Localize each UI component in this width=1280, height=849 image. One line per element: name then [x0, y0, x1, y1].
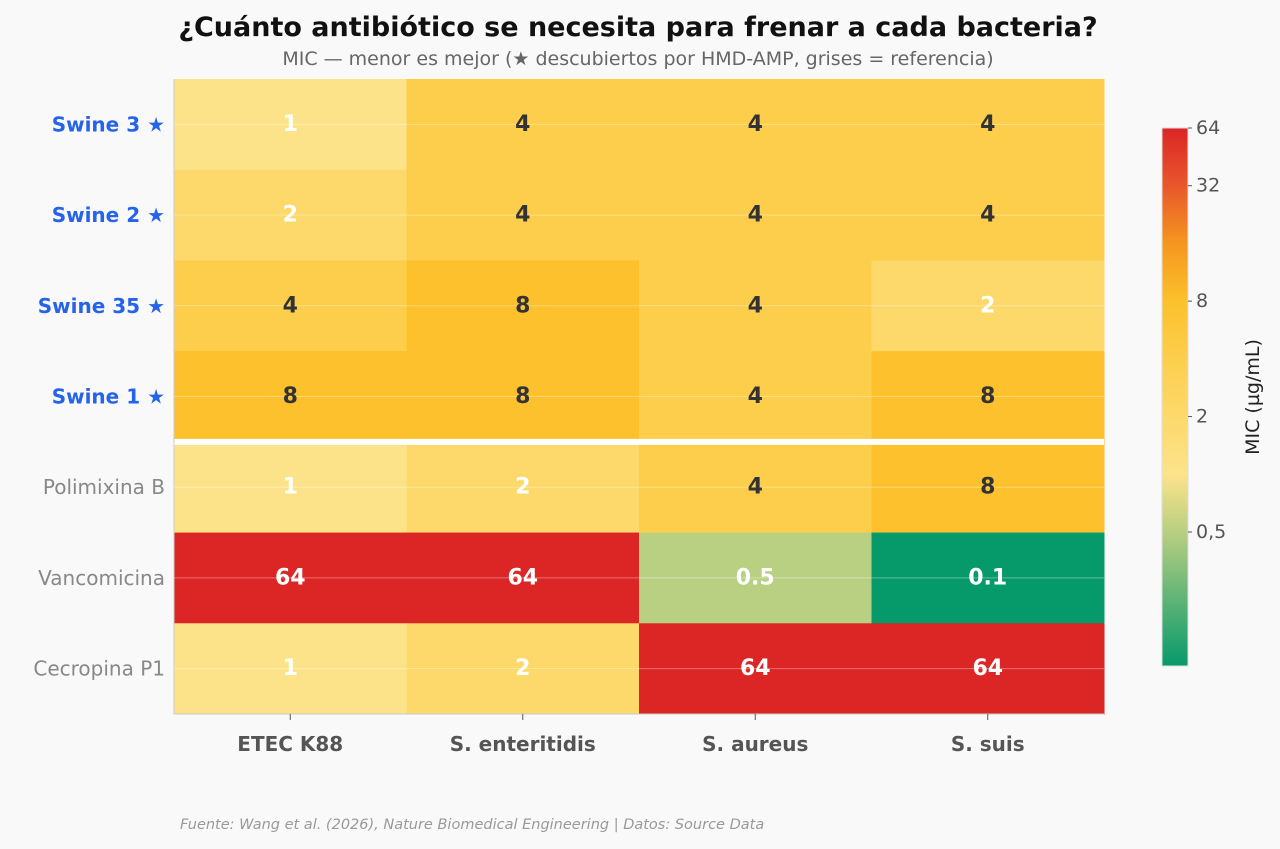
heatmap-cell	[174, 532, 407, 624]
y-label-discovered: Swine 2 ★	[52, 203, 165, 227]
cell-value-label: 4	[515, 203, 530, 228]
heatmap-cell	[871, 441, 1105, 534]
cell-value-label: 2	[515, 475, 530, 500]
heatmap-cell	[639, 351, 872, 443]
colorbar-tick-label: 32	[1196, 175, 1220, 197]
cell-value-label: 64	[275, 565, 306, 590]
x-axis-labels: ETEC K88 S. enteritidis S. aureus S. suis	[237, 714, 1025, 756]
cell-value-label: 4	[748, 112, 763, 137]
colorbar-tick-label: 2	[1196, 406, 1208, 428]
cell-value-label: 8	[980, 384, 995, 409]
cell-value-label: 8	[515, 384, 530, 409]
heatmap-cell	[174, 441, 407, 534]
cell-value-label: 8	[283, 384, 298, 409]
y-label-discovered: Swine 35 ★	[38, 294, 165, 318]
heatmap-cell	[639, 623, 872, 715]
heatmap-cell	[174, 260, 407, 352]
y-label-discovered: Swine 3 ★	[52, 112, 165, 136]
y-label-discovered: Swine 1 ★	[52, 385, 165, 409]
heatmap-cell	[406, 260, 640, 352]
x-label: S. enteritidis	[450, 732, 596, 756]
cell-value-label: 2	[515, 656, 530, 681]
y-label-reference: Polimixina B	[43, 475, 165, 499]
heatmap-gridlines	[173, 79, 1104, 715]
cell-value-label: 1	[283, 656, 298, 681]
x-label: S. suis	[951, 732, 1025, 756]
heatmap-cell	[639, 169, 872, 261]
heatmap-cell	[174, 79, 407, 171]
heatmap-cell	[639, 441, 872, 534]
cell-value-label: 4	[980, 112, 995, 137]
chart-subtitle: MIC — menor es mejor (★ descubiertos por…	[282, 48, 994, 70]
heatmap-cell	[871, 532, 1105, 624]
chart-title: ¿Cuánto antibiótico se necesita para fre…	[178, 12, 1098, 43]
cell-value-label: 4	[748, 384, 763, 409]
cell-value-label: 64	[740, 656, 771, 681]
cell-value-label: 8	[515, 293, 530, 318]
colorbar-tick-label: 8	[1196, 290, 1208, 312]
heatmap-cell	[406, 623, 640, 715]
colorbar-tick-label: 64	[1196, 117, 1220, 139]
cell-value-label: 64	[507, 565, 538, 590]
heatmap-cells	[174, 79, 1105, 715]
cell-value-label: 0.5	[736, 565, 775, 590]
heatmap-cell	[174, 351, 407, 443]
colorbar-tick-label: 0,5	[1196, 521, 1226, 543]
heatmap-cell	[406, 351, 640, 443]
cell-value-label: 4	[748, 293, 763, 318]
colorbar-label: MIC (µg/mL)	[1242, 339, 1264, 455]
cell-value-label: 4	[515, 112, 530, 137]
heatmap-cell	[174, 169, 407, 261]
heatmap-cell	[406, 169, 640, 261]
heatmap-cell	[639, 79, 872, 171]
heatmap-cell	[406, 441, 640, 534]
x-label: ETEC K88	[237, 732, 343, 756]
cell-value-label: 8	[980, 475, 995, 500]
cell-value-label: 2	[283, 203, 298, 228]
heatmap-cell	[639, 260, 872, 352]
y-label-reference: Cecropina P1	[33, 657, 165, 681]
cell-value-label: 1	[283, 475, 298, 500]
heatmap-cell	[871, 351, 1105, 443]
x-label: S. aureus	[702, 732, 808, 756]
cell-value-label: 2	[980, 293, 995, 318]
cell-value-label: 4	[748, 203, 763, 228]
cell-value-label: 4	[748, 475, 763, 500]
heatmap-cell	[871, 260, 1105, 352]
source-note: Fuente: Wang et al. (2026), Nature Biome…	[180, 817, 765, 833]
y-axis-labels: Swine 3 ★ Swine 2 ★ Swine 35 ★ Swine 1 ★ Pol…	[33, 112, 165, 680]
cell-value-label: 1	[283, 112, 298, 137]
heatmap-cell	[406, 532, 640, 624]
cell-value-label: 0.1	[968, 565, 1007, 590]
heatmap-cell	[174, 623, 407, 715]
colorbar: 0,5 2 8 32 64 MIC (µg/mL)	[1161, 117, 1264, 667]
heatmap-cell	[871, 169, 1105, 261]
heatmap-cell	[871, 623, 1105, 715]
heatmap-annotations: 1 4 4 42 4 4 44 8 4 28 8 4 81 2 4 864 64 0.5 0.11 2 64 64	[275, 112, 1007, 681]
heatmap-cell	[639, 532, 872, 624]
heatmap-cell	[871, 79, 1105, 171]
cell-value-label: 64	[972, 656, 1003, 681]
y-label-reference: Vancomicina	[38, 566, 165, 590]
colorbar-gradient	[1161, 127, 1189, 667]
cell-value-label: 4	[283, 293, 298, 318]
cell-value-label: 4	[980, 203, 995, 228]
heatmap-cell	[406, 79, 640, 171]
